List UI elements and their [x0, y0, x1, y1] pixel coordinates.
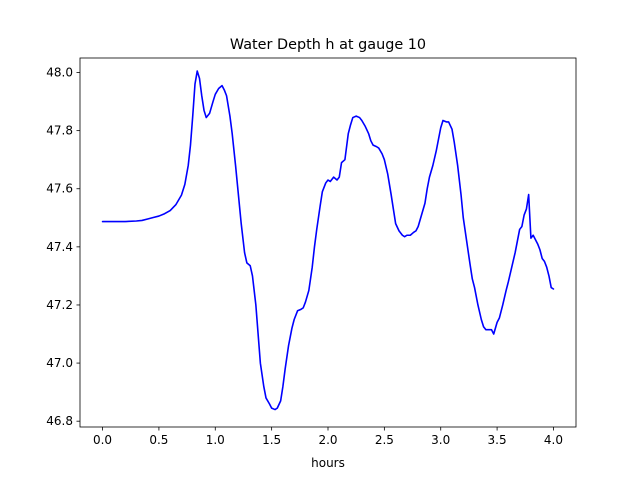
- y-tick-label: 47.0: [46, 356, 73, 370]
- x-tick-label: 0.0: [93, 433, 112, 447]
- x-axis-ticks: 0.0 0.5 1.0 1.5 2.0 2.5 3.0 3.5 4.0: [93, 427, 563, 447]
- y-tick-label: 47.6: [46, 182, 73, 196]
- x-tick-label: 0.5: [149, 433, 168, 447]
- y-tick-label: 47.2: [46, 298, 73, 312]
- y-tick-label: 47.8: [46, 124, 73, 138]
- x-tick-label: 2.5: [375, 433, 394, 447]
- x-tick-label: 3.0: [431, 433, 450, 447]
- y-tick-label: 48.0: [46, 66, 73, 80]
- axes-frame: [79, 57, 577, 428]
- x-tick-label: 4.0: [544, 433, 563, 447]
- x-tick-label: 1.5: [262, 433, 281, 447]
- y-tick-label: 47.4: [46, 240, 73, 254]
- x-axis-label: hours: [311, 456, 345, 470]
- x-tick-label: 3.5: [488, 433, 507, 447]
- series-line-0: [101, 70, 555, 411]
- x-tick-label: 1.0: [206, 433, 225, 447]
- x-tick-label: 2.0: [318, 433, 337, 447]
- chart-title: Water Depth h at gauge 10: [230, 37, 426, 53]
- y-axis-ticks: 46.8 47.0 47.2 47.4 47.6 47.8 48.0: [46, 66, 80, 428]
- y-tick-label: 46.8: [46, 414, 73, 428]
- plot-area: [101, 70, 555, 411]
